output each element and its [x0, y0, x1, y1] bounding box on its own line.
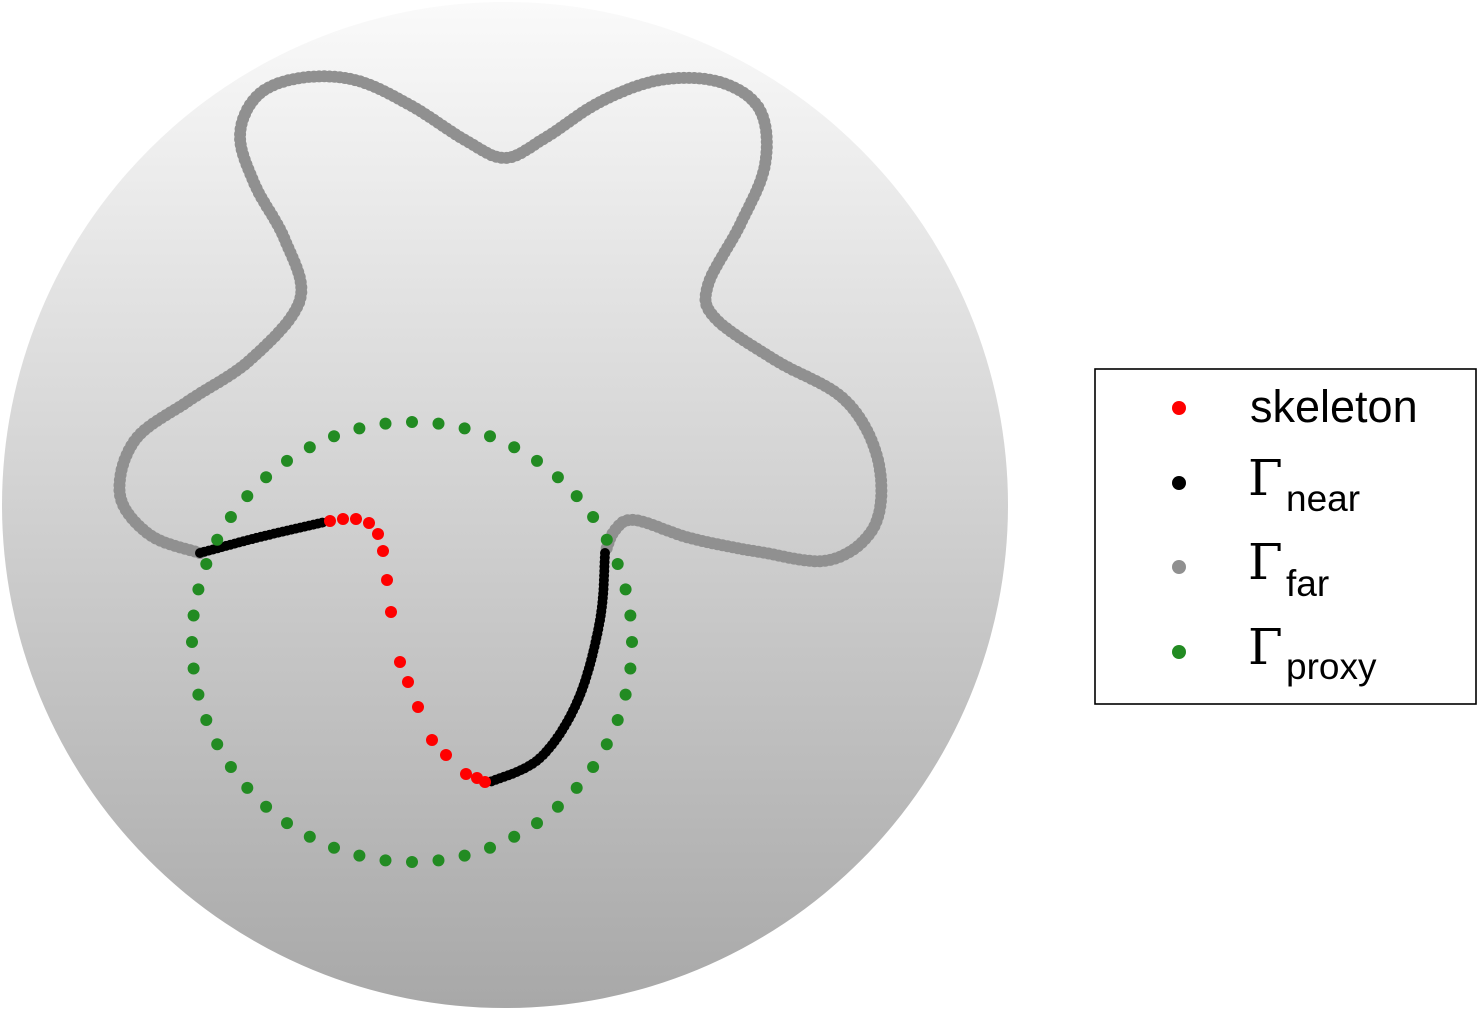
gamma-proxy-points: [186, 416, 638, 868]
proxy-point: [619, 688, 632, 701]
proxy-point: [406, 856, 418, 868]
proxy-point: [211, 533, 224, 546]
proxy-point: [600, 738, 613, 751]
proxy-point: [458, 849, 471, 862]
skeleton-point: [402, 676, 414, 688]
proxy-point: [260, 800, 273, 813]
skeleton-point: [337, 513, 349, 525]
proxy-point: [587, 511, 600, 523]
skeleton-point: [440, 749, 452, 761]
skeleton-point: [381, 574, 393, 586]
proxy-point: [200, 714, 213, 726]
proxy-point: [241, 490, 254, 503]
legend-marker-near: [1172, 476, 1186, 490]
proxy-point: [611, 714, 624, 726]
proxy-point: [551, 800, 564, 813]
proxy-point: [432, 854, 445, 867]
proxy-point: [484, 430, 496, 443]
proxy-point: [531, 454, 543, 467]
background-disk: [2, 2, 1008, 1008]
skeleton-points: [324, 513, 491, 788]
proxy-point: [531, 817, 543, 830]
legend-gamma-proxy: Γ: [1248, 618, 1283, 676]
gamma-near-points: [195, 517, 610, 787]
proxy-point: [353, 849, 366, 862]
proxy-point: [570, 490, 583, 503]
skeleton-point: [426, 734, 438, 746]
proxy-point: [432, 417, 445, 430]
proxy-point: [224, 761, 237, 773]
proxy-point: [508, 441, 521, 454]
proxy-point: [241, 781, 254, 794]
legend-sub-proxy: proxy: [1286, 646, 1377, 687]
proxy-point: [458, 422, 471, 435]
proxy-point: [328, 841, 340, 854]
legend-marker-skeleton: [1172, 401, 1186, 415]
gamma-far-curve: [113, 70, 888, 568]
skeleton-point: [394, 656, 406, 668]
proxy-point: [406, 416, 418, 428]
proxy-point: [484, 841, 496, 854]
proxy-point: [508, 830, 521, 843]
proxy-point: [186, 636, 198, 648]
skeleton-point: [350, 513, 362, 525]
proxy-point: [626, 636, 638, 648]
skeleton-point: [324, 515, 336, 527]
proxy-point: [260, 471, 273, 484]
proxy-point: [611, 558, 624, 570]
proxy-point: [224, 511, 237, 523]
skeleton-point: [460, 768, 472, 780]
legend-sub-near: near: [1286, 478, 1360, 519]
proxy-point: [379, 417, 392, 430]
skeleton-point: [377, 545, 389, 557]
proxy-point: [192, 688, 205, 701]
legend-marker-far: [1172, 560, 1186, 574]
legend-gamma-near: Γ: [1248, 449, 1283, 507]
proxy-point: [187, 609, 200, 622]
proxy-point: [281, 817, 293, 830]
skeleton-point: [412, 701, 424, 713]
proxy-point: [600, 533, 613, 546]
legend-box: [1094, 368, 1477, 705]
proxy-point: [303, 441, 316, 454]
legend-sub-far: far: [1286, 563, 1329, 604]
proxy-point: [353, 422, 366, 435]
legend-marker-proxy: [1172, 645, 1186, 659]
proxy-point: [211, 738, 224, 751]
skeleton-point: [479, 776, 491, 788]
proxy-point: [551, 471, 564, 484]
skeleton-point: [363, 517, 375, 529]
proxy-point: [570, 781, 583, 794]
proxy-point: [379, 854, 392, 867]
proxy-point: [624, 662, 637, 675]
legend-label-skeleton: skeleton: [1250, 381, 1418, 432]
proxy-point: [619, 583, 632, 596]
proxy-point: [624, 609, 637, 622]
proxy-point: [303, 830, 316, 843]
proxy-point: [328, 430, 340, 443]
skeleton-point: [372, 528, 384, 540]
legend-gamma-far: Γ: [1248, 533, 1283, 591]
proxy-point: [200, 558, 213, 570]
proxy-point: [187, 662, 200, 675]
skeleton-point: [385, 606, 397, 618]
proxy-point: [587, 761, 600, 773]
proxy-point: [281, 454, 293, 467]
legend: skeleton Γ near Γ far Γ proxy: [1094, 368, 1477, 705]
proxy-point: [192, 583, 205, 596]
